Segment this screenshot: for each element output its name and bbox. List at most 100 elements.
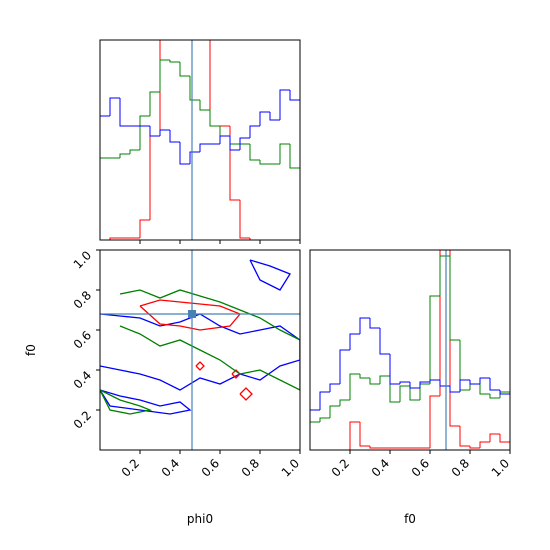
y-axis-label: f0 — [24, 344, 38, 356]
x-tick-label: 0.4 — [159, 456, 182, 479]
histogram-step — [129, 149, 140, 154]
axes-frame — [99, 249, 301, 451]
plot-area — [310, 250, 510, 450]
histogram-step — [359, 374, 370, 379]
histogram-step — [469, 383, 480, 390]
histogram-step — [389, 354, 400, 385]
histogram-step — [489, 394, 500, 399]
histogram-step — [149, 126, 160, 137]
histogram-step — [379, 375, 390, 384]
histogram-step — [399, 381, 410, 384]
histogram-step — [329, 383, 340, 392]
contour-line — [100, 389, 153, 415]
histogram-step — [349, 421, 360, 450]
truth-point — [188, 310, 196, 318]
y-tick-label: 0.8 — [71, 288, 94, 311]
histogram-step — [499, 434, 510, 450]
x-tick-label: 1.0 — [279, 456, 302, 479]
histogram-step — [199, 143, 210, 152]
histogram-step — [100, 115, 110, 240]
contour-line — [100, 313, 300, 391]
contour-line — [249, 259, 291, 291]
histogram-step — [219, 135, 230, 144]
histogram-step — [449, 250, 460, 427]
histogram-step — [459, 340, 470, 391]
histogram-step — [499, 391, 510, 450]
histogram-step — [169, 130, 180, 143]
histogram-step — [159, 59, 170, 92]
histogram-step — [100, 157, 110, 240]
histogram-step — [409, 382, 420, 389]
histogram-step — [289, 90, 300, 240]
histogram-step — [189, 151, 200, 164]
histogram-step — [209, 110, 220, 127]
histogram-step — [369, 318, 380, 329]
x-tick-label: 0.6 — [199, 456, 222, 479]
histogram-step — [359, 317, 370, 334]
histogram-step — [429, 379, 440, 382]
histogram-step — [189, 76, 200, 101]
x-axis-label: phi0 — [187, 512, 213, 526]
histogram-step — [279, 89, 290, 120]
histogram-step — [399, 385, 410, 402]
histogram-step — [469, 380, 480, 385]
histogram-step — [459, 379, 470, 392]
histogram-step — [359, 422, 370, 447]
histogram-step — [269, 112, 280, 121]
histogram-step — [459, 426, 470, 447]
y-tick-label: 0.6 — [71, 328, 94, 351]
histogram-step — [329, 405, 340, 418]
histogram-step — [179, 142, 190, 165]
histogram-step — [349, 333, 360, 350]
histogram-step — [219, 126, 230, 137]
histogram-step — [429, 395, 440, 448]
histogram-step — [339, 349, 350, 384]
histogram-step — [369, 446, 380, 449]
histogram-step — [249, 144, 260, 161]
histogram-step — [419, 383, 430, 400]
histogram-step — [159, 129, 170, 136]
histogram-step — [449, 256, 460, 341]
plot-area — [100, 40, 300, 240]
histogram-step — [239, 137, 250, 150]
histogram-step — [479, 384, 490, 395]
x-tick-label: 0.8 — [239, 456, 262, 479]
y-tick-label: 0.4 — [71, 368, 94, 391]
histogram-step — [339, 399, 350, 406]
histogram-step — [489, 378, 500, 391]
histogram-step — [149, 135, 160, 220]
x-axis-label: f0 — [404, 512, 416, 526]
histogram-step — [349, 373, 360, 400]
histogram-step — [279, 143, 290, 164]
histogram-step — [159, 40, 161, 136]
histogram-step — [199, 100, 210, 111]
histogram-step — [310, 409, 320, 450]
histogram-step — [319, 417, 330, 422]
axes-frame — [99, 39, 301, 241]
histogram-step — [319, 391, 330, 410]
axes-frame — [309, 249, 511, 451]
histogram-step — [149, 91, 160, 116]
histogram-step — [249, 125, 260, 138]
histogram-step — [439, 255, 450, 296]
histogram-step — [119, 153, 130, 158]
histogram-step — [419, 381, 430, 388]
histogram-step — [229, 136, 240, 145]
histogram-step — [310, 421, 320, 450]
histogram-step — [289, 144, 300, 240]
histogram-step — [259, 160, 270, 165]
histogram-step — [119, 98, 130, 127]
contour-line — [100, 389, 192, 415]
histogram-step — [139, 115, 150, 150]
histogram-step — [429, 295, 440, 384]
contour-line — [195, 361, 205, 371]
histogram-step — [239, 200, 250, 239]
histogram-step — [229, 136, 240, 151]
histogram-step — [439, 380, 450, 387]
x-tick-label: 0.2 — [119, 456, 142, 479]
x-tick-label: 0.2 — [329, 456, 352, 479]
histogram-step — [479, 377, 490, 384]
histogram-step — [229, 126, 240, 201]
x-tick-label: 0.8 — [449, 456, 472, 479]
x-tick-label: 0.4 — [369, 456, 392, 479]
